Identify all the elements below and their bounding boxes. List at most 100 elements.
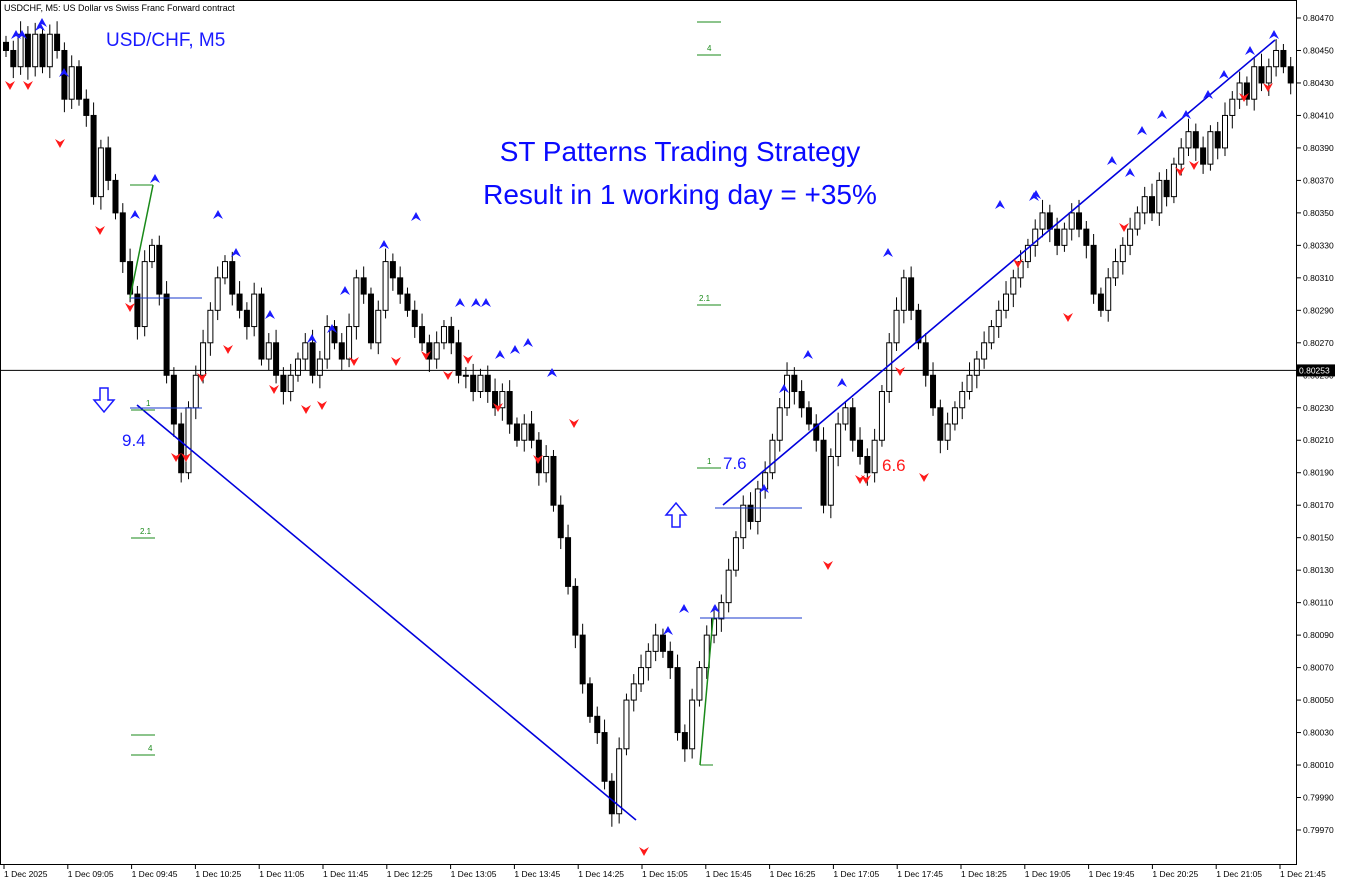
candle[interactable] xyxy=(1054,228,1061,246)
candle[interactable] xyxy=(229,261,236,295)
candle[interactable] xyxy=(200,342,207,376)
candle[interactable] xyxy=(601,732,608,782)
candle[interactable] xyxy=(813,423,820,441)
candle[interactable] xyxy=(681,732,688,750)
candle[interactable] xyxy=(273,342,280,376)
candle[interactable] xyxy=(1024,244,1031,263)
candle[interactable] xyxy=(353,277,360,328)
candle[interactable] xyxy=(316,358,323,376)
candle[interactable] xyxy=(294,358,301,376)
candle[interactable] xyxy=(477,374,484,393)
candle[interactable] xyxy=(725,569,732,604)
candle[interactable] xyxy=(10,49,17,68)
candle[interactable] xyxy=(528,423,535,441)
candle[interactable] xyxy=(492,391,499,409)
candle[interactable] xyxy=(842,407,849,425)
candle[interactable] xyxy=(878,391,885,441)
candle[interactable] xyxy=(1134,212,1141,230)
candle[interactable] xyxy=(1229,98,1236,116)
candle[interactable] xyxy=(966,374,973,393)
candle[interactable] xyxy=(163,293,170,376)
candle[interactable] xyxy=(1222,114,1229,149)
candle[interactable] xyxy=(572,585,579,636)
candle[interactable] xyxy=(1178,147,1185,165)
candle[interactable] xyxy=(367,293,374,344)
candle[interactable] xyxy=(1265,66,1272,84)
candle[interactable] xyxy=(3,41,9,51)
candle[interactable] xyxy=(893,309,900,344)
candle[interactable] xyxy=(68,66,75,100)
candle[interactable] xyxy=(973,358,980,376)
candle[interactable] xyxy=(382,261,389,311)
candle[interactable] xyxy=(849,407,856,441)
candle[interactable] xyxy=(513,423,520,441)
candle[interactable] xyxy=(141,261,148,328)
candle[interactable] xyxy=(747,504,754,522)
candle[interactable] xyxy=(506,391,513,425)
candle[interactable] xyxy=(586,683,593,717)
candle[interactable] xyxy=(1083,228,1090,246)
candle[interactable] xyxy=(820,439,827,506)
candle[interactable] xyxy=(922,342,929,376)
candle[interactable] xyxy=(404,293,411,311)
candle[interactable] xyxy=(915,309,922,344)
candle[interactable] xyxy=(550,455,557,506)
candle[interactable] xyxy=(1207,131,1214,165)
candle[interactable] xyxy=(17,33,24,68)
candle[interactable] xyxy=(594,715,601,734)
candle[interactable] xyxy=(857,439,864,457)
candle[interactable] xyxy=(1141,196,1148,214)
candle[interactable] xyxy=(674,667,681,734)
candle[interactable] xyxy=(32,33,39,68)
candle[interactable] xyxy=(411,309,418,328)
candle[interactable] xyxy=(616,748,623,815)
candle[interactable] xyxy=(718,602,725,620)
candle[interactable] xyxy=(75,66,82,100)
candle[interactable] xyxy=(309,342,316,376)
candle[interactable] xyxy=(338,342,345,360)
candle[interactable] xyxy=(1273,49,1280,68)
candle[interactable] xyxy=(426,342,433,360)
candle[interactable] xyxy=(959,391,966,409)
candle[interactable] xyxy=(740,504,747,539)
candle[interactable] xyxy=(389,261,396,279)
candle[interactable] xyxy=(630,683,637,701)
candle[interactable] xyxy=(1090,244,1097,295)
candle[interactable] xyxy=(499,391,506,409)
candle[interactable] xyxy=(1149,196,1156,214)
candle[interactable] xyxy=(105,147,112,181)
candle[interactable] xyxy=(667,650,674,669)
candle[interactable] xyxy=(579,634,586,685)
candle[interactable] xyxy=(565,537,572,587)
candle[interactable] xyxy=(645,650,652,669)
candle[interactable] xyxy=(46,33,53,68)
candle[interactable] xyxy=(24,33,31,68)
candle[interactable] xyxy=(689,699,696,750)
candle[interactable] xyxy=(1243,82,1250,100)
candle[interactable] xyxy=(1068,212,1075,230)
candle[interactable] xyxy=(97,147,104,198)
candle[interactable] xyxy=(696,667,703,701)
candle[interactable] xyxy=(1192,131,1199,149)
candle[interactable] xyxy=(1076,212,1083,230)
candle[interactable] xyxy=(178,423,185,474)
candle[interactable] xyxy=(1170,163,1177,198)
candle[interactable] xyxy=(346,326,353,360)
candle[interactable] xyxy=(944,423,951,441)
candle[interactable] xyxy=(39,33,46,68)
candle[interactable] xyxy=(543,455,550,474)
candle[interactable] xyxy=(703,634,710,669)
candle[interactable] xyxy=(864,455,871,474)
candle[interactable] xyxy=(754,488,761,522)
candle[interactable] xyxy=(776,407,783,441)
candle[interactable] xyxy=(134,293,141,328)
candle[interactable] xyxy=(397,277,404,295)
candle[interactable] xyxy=(148,244,155,263)
candle[interactable] xyxy=(995,309,1002,328)
candle[interactable] xyxy=(1236,82,1243,100)
candle[interactable] xyxy=(90,114,97,198)
candle[interactable] xyxy=(243,309,250,328)
candle[interactable] xyxy=(1105,277,1112,311)
candle[interactable] xyxy=(1112,261,1119,279)
